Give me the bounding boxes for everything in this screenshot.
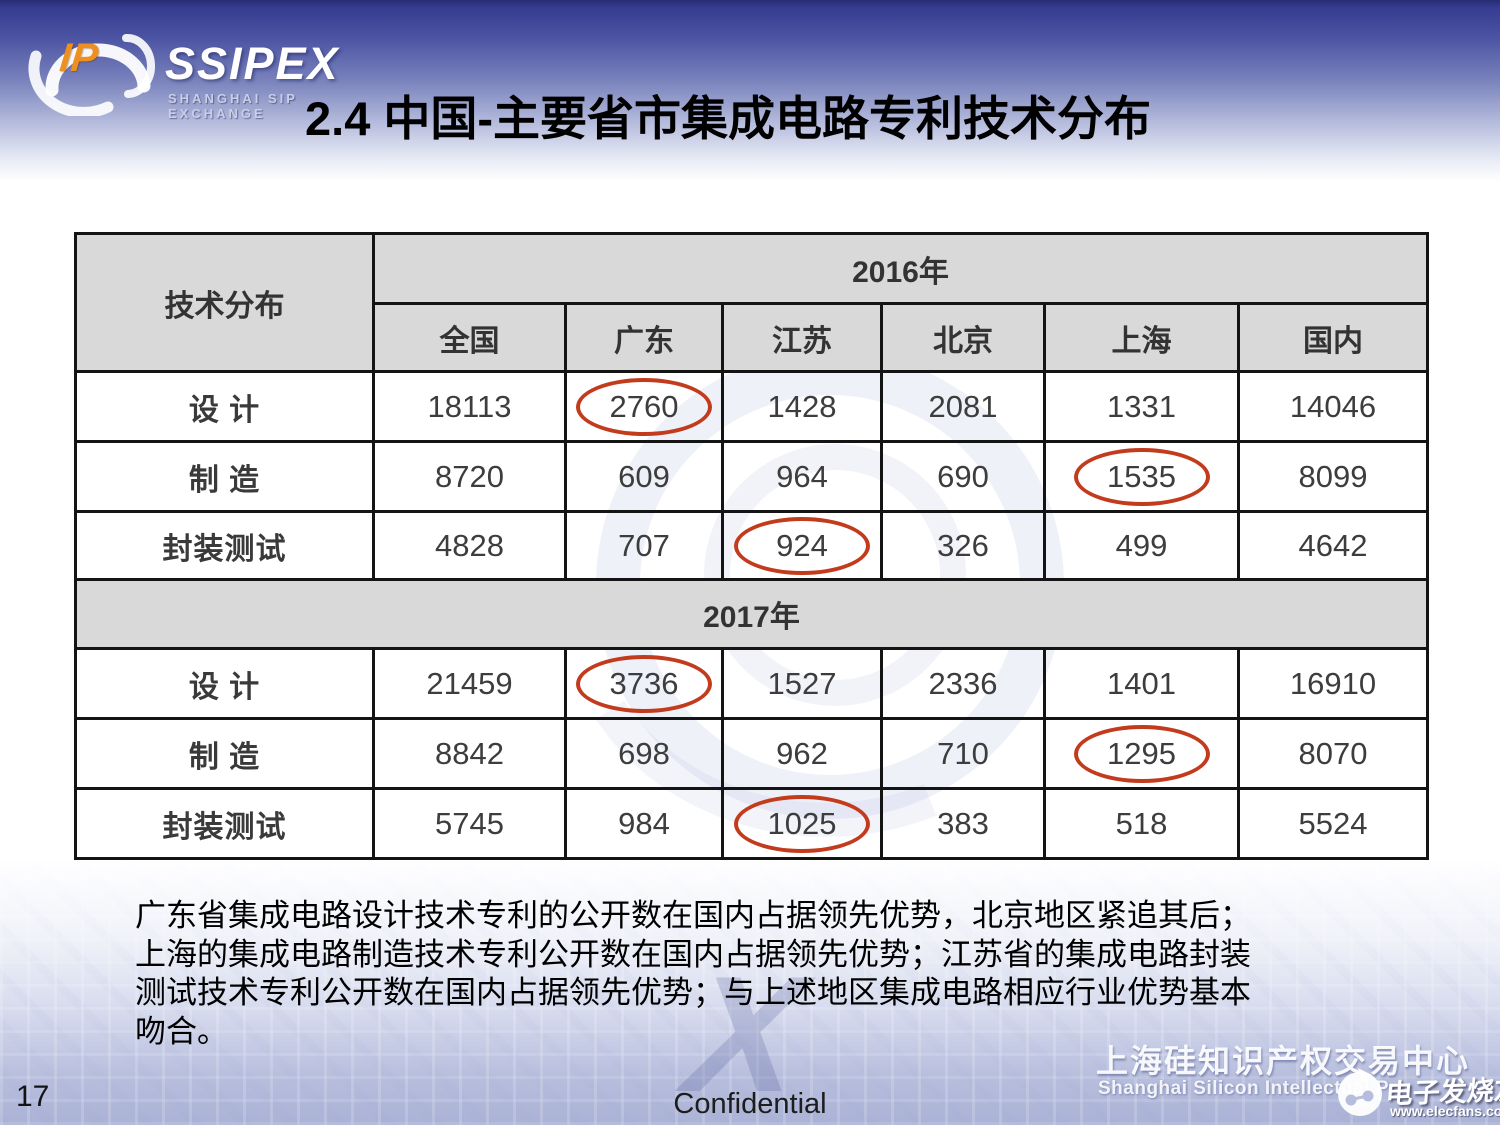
column-header: 北京	[880, 302, 1046, 373]
table-cell: 1527	[721, 647, 883, 720]
commentary-line: 测试技术专利公开数在国内占据领先优势；与上述地区集成电路相应行业优势基本	[135, 975, 1251, 1010]
commentary-line: 吻合。	[135, 1013, 228, 1049]
table-row: 设 计 18113 2760 1428 2081 1331 14046	[74, 370, 1429, 443]
commentary-line: 广东省集成电路设计技术专利的公开数在国内占据领先优势，北京地区紧追其后；	[135, 898, 1251, 933]
column-header: 江苏	[721, 302, 883, 373]
table-header-row-1: 技术分布 2016年	[74, 232, 1429, 373]
table-cell: 8099	[1237, 440, 1429, 513]
table-row: 制 造 8720 609 964 690 1535 8099	[74, 440, 1429, 513]
top-banner	[0, 0, 1500, 182]
table-header-row-2: 全国 广东 江苏 北京 上海 国内	[76, 302, 1429, 373]
table-row: 设 计 21459 3736 1527 2336 1401 16910	[74, 647, 1429, 720]
table-cell: 710	[880, 717, 1046, 790]
table-cell: 2336	[880, 647, 1046, 720]
table-cell: 5745	[372, 787, 567, 860]
table-cell: 383	[880, 787, 1046, 860]
table-cell: 5524	[1237, 787, 1429, 860]
row-label: 设 计	[74, 647, 375, 720]
column-header: 广东	[564, 302, 724, 373]
table-cell: 14046	[1237, 370, 1429, 443]
table-cell: 1401	[1043, 647, 1240, 720]
table-cell-circled: 3736	[564, 647, 724, 720]
table-cell: 21459	[372, 647, 567, 720]
table-cell: 8842	[372, 717, 567, 790]
page-title: 2.4 中国-主要省市集成电路专利技术分布	[305, 92, 1152, 145]
table-cell: 8070	[1237, 717, 1429, 790]
elecfans-url: www.elecfans.com	[1390, 1103, 1500, 1119]
elecfans-leaf-icon	[1338, 1068, 1382, 1116]
row-label: 封装测试	[74, 787, 375, 860]
row-label: 设 计	[74, 370, 375, 443]
bottom-background	[0, 858, 1500, 1125]
column-header: 全国	[372, 302, 567, 373]
table-cell: 518	[1043, 787, 1240, 860]
org-name-cn: 上海硅知识产权交易中心	[1096, 1043, 1471, 1079]
table-cell-circled: 1535	[1043, 440, 1240, 513]
table-row: 封装测试 4828 707 924 326 499 4642	[74, 510, 1429, 581]
table-cell: 1331	[1043, 370, 1240, 443]
table-cell: 698	[564, 717, 724, 790]
circuit-pattern	[0, 858, 1500, 1125]
table-cell: 4828	[372, 510, 567, 581]
table-cell-circled: 1025	[721, 787, 883, 860]
row-label: 制 造	[74, 440, 375, 513]
table-cell: 2081	[880, 370, 1046, 443]
page-number: 17	[16, 1080, 50, 1113]
table-cell: 326	[880, 510, 1046, 581]
year-header-2016: 2016年	[372, 232, 1429, 305]
table-cell: 1428	[721, 370, 883, 443]
corner-header: 技术分布	[74, 232, 375, 373]
table-cell: 984	[564, 787, 724, 860]
table-row: 制 造 8842 698 962 710 1295 8070	[74, 717, 1429, 790]
table-row: 封装测试 5745 984 1025 383 518 5524	[74, 787, 1429, 860]
table-cell-circled: 1295	[1043, 717, 1240, 790]
year-header-2017: 2017年	[74, 578, 1429, 650]
table-cell: 609	[564, 440, 724, 513]
table-cell-circled: 2760	[564, 370, 724, 443]
table-cell: 962	[721, 717, 883, 790]
confidential-label: Confidential	[673, 1088, 827, 1120]
table-cell: 964	[721, 440, 883, 513]
table-cell: 690	[880, 440, 1046, 513]
table-cell: 499	[1043, 510, 1240, 581]
ssipex-logo: IP SSIPEX SHANGHAI SIP EXCHANGE	[22, 6, 338, 121]
patent-distribution-table: 技术分布 2016年 全国 广东 江苏 北京 上海 国内 设 计 18113 2…	[74, 232, 1429, 860]
table-cell: 16910	[1237, 647, 1429, 720]
swirl-icon	[28, 34, 155, 116]
org-name-en: Shanghai Silicon Intellectual Pro	[1098, 1078, 1410, 1099]
logo-name: SSIPEX	[165, 38, 340, 89]
table-cell: 4642	[1237, 510, 1429, 581]
row-label: 制 造	[74, 717, 375, 790]
year-band-row: 2017年	[74, 578, 1429, 650]
table-cell: 18113	[372, 370, 567, 443]
row-label: 封装测试	[74, 510, 375, 581]
elecfans-watermark: 电子发烧友 www.elecfans.com	[1336, 1062, 1500, 1124]
table-cell: 707	[564, 510, 724, 581]
logo-ip-text: IP	[57, 36, 101, 80]
logo-subtitle: SHANGHAI SIP EXCHANGE	[168, 91, 298, 121]
column-header: 上海	[1043, 302, 1240, 373]
commentary-paragraph: 广东省集成电路设计技术专利的公开数在国内占据领先优势，北京地区紧追其后； 上海的…	[135, 897, 1395, 1051]
table-cell-circled: 924	[721, 510, 883, 581]
table-cell: 8720	[372, 440, 567, 513]
column-header: 国内	[1237, 302, 1429, 373]
commentary-line: 上海的集成电路制造技术专利公开数在国内占据领先优势；江苏省的集成电路封装	[135, 936, 1251, 972]
